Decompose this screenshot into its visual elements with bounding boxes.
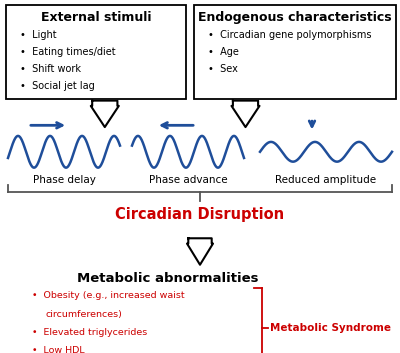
Text: External stimuli: External stimuli <box>41 11 151 24</box>
Polygon shape <box>187 238 213 265</box>
Text: •  Elevated triglycerides: • Elevated triglycerides <box>32 328 147 337</box>
Polygon shape <box>232 101 260 127</box>
Text: •  Age: • Age <box>208 47 239 57</box>
FancyBboxPatch shape <box>194 5 396 99</box>
Text: Phase delay: Phase delay <box>32 175 96 185</box>
Text: •  Sex: • Sex <box>208 64 238 74</box>
Text: •  Shift work: • Shift work <box>20 64 81 74</box>
FancyBboxPatch shape <box>6 5 186 99</box>
Text: circumferences): circumferences) <box>46 310 123 318</box>
Text: •  Social jet lag: • Social jet lag <box>20 81 95 91</box>
Text: •  Light: • Light <box>20 30 57 40</box>
Text: •  Eating times/diet: • Eating times/diet <box>20 47 116 57</box>
Text: •  Obesity (e.g., increased waist: • Obesity (e.g., increased waist <box>32 291 185 300</box>
Text: •  Circadian gene polymorphisms: • Circadian gene polymorphisms <box>208 30 372 40</box>
Text: Reduced amplitude: Reduced amplitude <box>276 175 376 185</box>
Polygon shape <box>91 101 119 127</box>
Text: Circadian Disruption: Circadian Disruption <box>116 207 284 221</box>
Text: Phase advance: Phase advance <box>149 175 227 185</box>
Text: Metabolic Syndrome: Metabolic Syndrome <box>270 323 391 333</box>
Text: •  Low HDL: • Low HDL <box>32 346 85 353</box>
Text: Metabolic abnormalities: Metabolic abnormalities <box>77 272 259 285</box>
Text: Endogenous characteristics: Endogenous characteristics <box>198 11 392 24</box>
